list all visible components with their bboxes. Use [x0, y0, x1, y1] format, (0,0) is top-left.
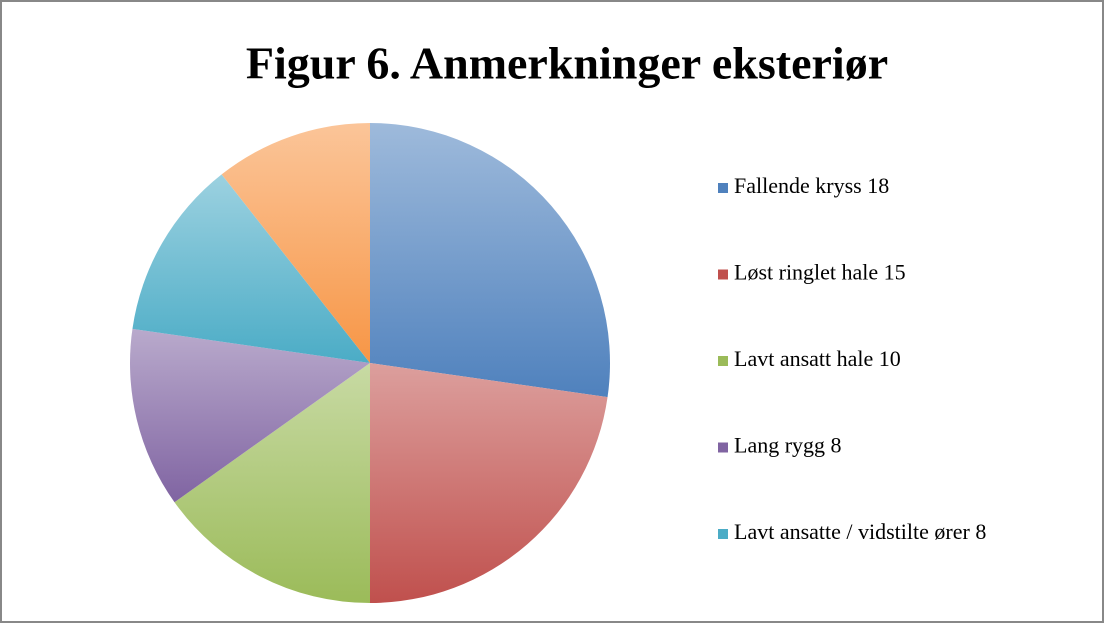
legend-label: Lavt ansatte / vidstilte ører 8: [734, 519, 986, 544]
legend-swatch: [718, 269, 728, 280]
pie-slice: [132, 174, 370, 363]
legend-label: Lavt ansatt hale 10: [734, 346, 901, 371]
pie-slice: [370, 363, 608, 603]
legend-swatch: [718, 442, 728, 453]
legend-label: Lang rygg 8: [734, 433, 842, 458]
pie-slice: [174, 363, 370, 603]
legend-swatch: [718, 529, 728, 539]
pie-slice: [221, 123, 370, 363]
pie-slice: [130, 328, 370, 503]
legend-swatch: [718, 183, 728, 193]
pie-slice: [370, 123, 610, 398]
legend-label: Løst ringlet hale 15: [734, 260, 906, 285]
legend-swatch: [718, 356, 728, 366]
chart-title: Figur 6. Anmerkninger eksteriør: [246, 38, 888, 89]
legend-label: Fallende kryss 18: [734, 173, 889, 198]
